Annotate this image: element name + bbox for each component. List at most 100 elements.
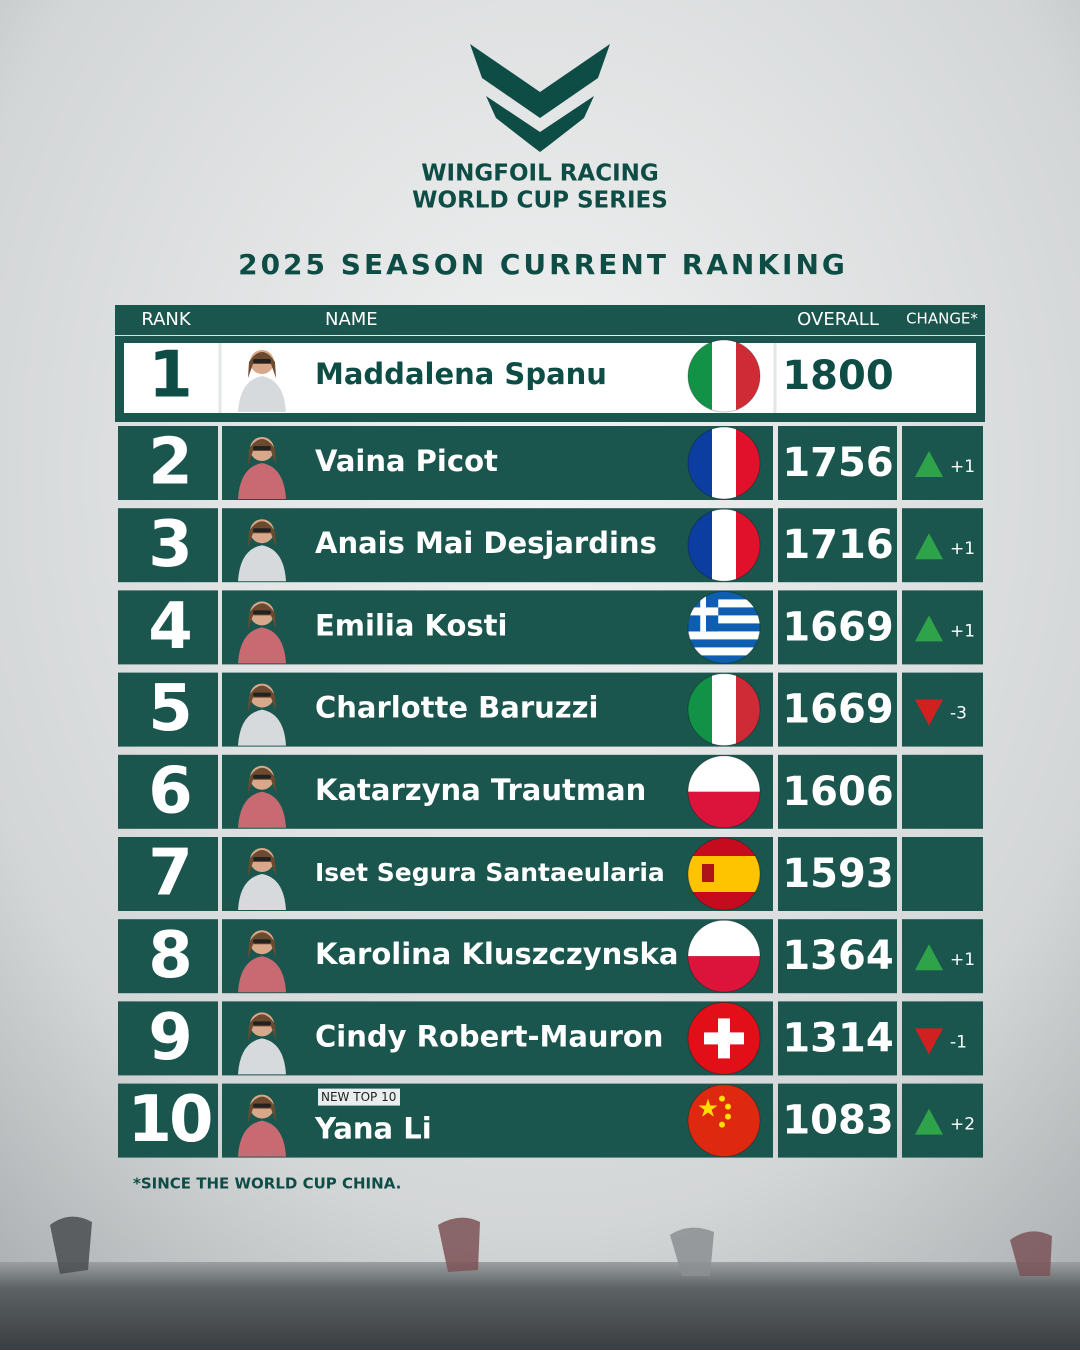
flag-band	[688, 631, 760, 640]
photo-body	[238, 627, 286, 664]
athlete-photo	[238, 350, 286, 412]
name-cell	[222, 754, 773, 829]
overall: 1669	[782, 604, 893, 650]
flag-ring	[687, 755, 761, 829]
brand-line: WORLD CUP SERIES	[412, 188, 668, 214]
name-cell	[222, 1083, 773, 1158]
footnote: *SINCE THE WORLD CUP CHINA.	[133, 1175, 401, 1193]
change: +1	[950, 457, 975, 477]
rank: 5	[148, 672, 190, 746]
change-cell	[902, 672, 983, 747]
logo-chevron	[486, 96, 594, 152]
arrow-down	[915, 1028, 943, 1055]
flag-band	[688, 607, 760, 616]
logo	[470, 44, 610, 152]
sail	[50, 1216, 92, 1274]
flag-band	[712, 340, 737, 412]
table-header	[115, 305, 985, 335]
athlete-photo	[238, 519, 286, 582]
flag-ring	[687, 1084, 761, 1158]
flag	[688, 340, 760, 412]
flag-cross	[704, 1032, 744, 1045]
overall-cell	[778, 672, 897, 747]
rank-cell	[118, 508, 218, 583]
overall: 1669	[782, 687, 893, 733]
column-header: RANK	[141, 309, 192, 330]
rank-cell	[118, 590, 218, 665]
overall: 1800	[782, 353, 893, 399]
photo-hair	[248, 439, 276, 465]
change: +1	[950, 621, 975, 641]
change-cell	[902, 508, 983, 583]
photo-hair	[248, 521, 276, 548]
rank: 7	[148, 837, 190, 911]
change: +1	[950, 539, 975, 559]
photo-body	[238, 956, 286, 993]
sails	[50, 1216, 1052, 1276]
overall-cell	[778, 508, 897, 583]
photo-glasses	[253, 446, 271, 450]
sea	[0, 1262, 1080, 1350]
athlete-photo	[238, 1094, 286, 1157]
rank-cell	[118, 672, 218, 747]
column-header: CHANGE*	[906, 310, 978, 328]
athlete-name: Iset Segura Santaeularia	[315, 858, 665, 887]
photo-glasses	[253, 359, 271, 363]
change-cell	[902, 1001, 983, 1076]
badge-bg	[318, 1088, 400, 1106]
flag-star	[719, 1121, 725, 1128]
flag	[688, 1084, 760, 1157]
rank: 2	[148, 426, 190, 500]
athlete-name: Cindy Robert-Mauron	[315, 1019, 663, 1053]
rank-cell	[118, 837, 218, 911]
athlete-name: Anais Mai Desjardins	[315, 526, 657, 560]
flag-ring	[687, 339, 761, 413]
photo-body	[238, 1120, 286, 1157]
column-header: NAME	[325, 309, 378, 330]
photo-hair	[248, 685, 276, 712]
flag-band	[712, 427, 737, 499]
overall-cell	[778, 1083, 897, 1158]
flag	[688, 838, 760, 910]
flag-band	[712, 509, 737, 582]
name-cell	[222, 508, 773, 583]
name-cell	[222, 919, 773, 994]
arrow-up	[915, 1108, 943, 1135]
arrow-up	[915, 944, 943, 971]
photo-glasses	[253, 1103, 271, 1108]
athlete-name: Maddalena Spanu	[315, 357, 607, 391]
flag-band	[688, 647, 760, 656]
overall-cell	[778, 919, 897, 994]
overall: 1593	[782, 851, 893, 897]
photo-hair	[248, 1014, 276, 1041]
photo-glasses	[253, 857, 271, 861]
photo-hair	[248, 1096, 276, 1123]
flag-emblem	[702, 864, 714, 882]
name-cell	[222, 672, 773, 747]
photo-body	[238, 376, 286, 412]
name-cell	[222, 837, 773, 911]
rank-cell	[118, 1083, 218, 1158]
photo-hair	[248, 352, 276, 378]
athlete-name: Katarzyna Trautman	[315, 773, 646, 807]
rank: 1	[148, 339, 190, 413]
photo-hair	[248, 932, 276, 959]
overall: 1716	[782, 522, 893, 568]
flag-ring	[687, 508, 761, 582]
overall-cell	[778, 426, 897, 500]
flag-star	[698, 1098, 718, 1117]
photo-body	[238, 791, 286, 828]
logo-chevron	[470, 44, 610, 118]
flag-star	[725, 1103, 731, 1110]
overall: 1756	[782, 440, 893, 486]
overall: 1083	[782, 1098, 893, 1144]
photo-glasses	[253, 528, 271, 533]
arrow-up	[915, 451, 943, 477]
photo-body	[238, 545, 286, 582]
table-rows: 1 Maddalena Spanu 1800 2 Vaina Picot 1756 +1 3 A…	[115, 336, 985, 1158]
rank: 9	[148, 1001, 190, 1075]
change: -1	[950, 1032, 967, 1052]
overall: 1606	[782, 769, 893, 815]
photo-glasses	[253, 774, 271, 779]
overall: 1314	[782, 1015, 893, 1061]
